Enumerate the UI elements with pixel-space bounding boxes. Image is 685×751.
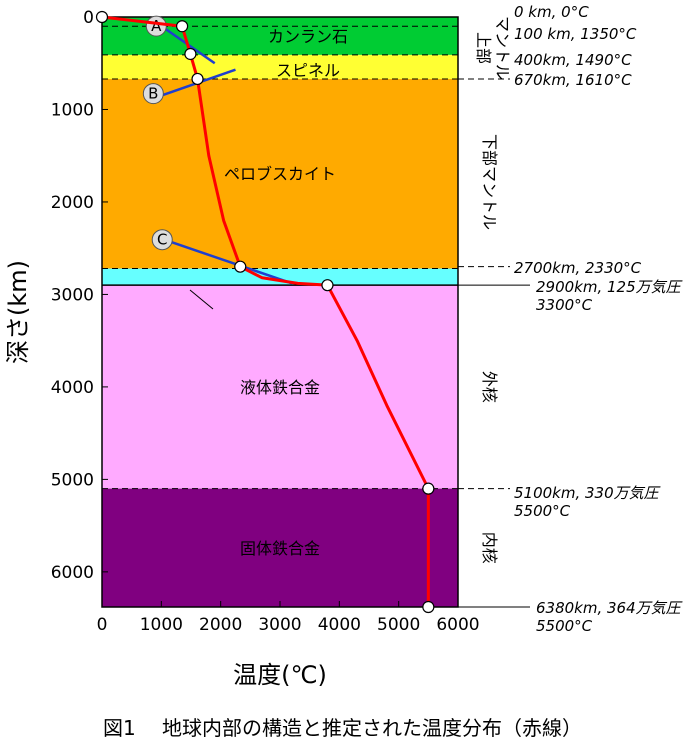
data-point (95, 10, 109, 24)
series: A B C (95, 10, 435, 614)
layer-band (102, 285, 458, 489)
phase-label-circle (145, 15, 167, 37)
layer-label: スピネル (276, 61, 340, 80)
layer-band (102, 268, 458, 286)
layer-band (102, 488, 458, 607)
data-point (321, 279, 334, 292)
y-axis-title: 深さ(km) (4, 260, 32, 364)
y-tick-label: 5000 (51, 470, 94, 490)
boundary-annotation: 5100km, 330万気圧 (514, 484, 661, 502)
y-tick-label: 2000 (51, 193, 94, 213)
x-tick-label: 4000 (318, 615, 361, 635)
data-point (191, 72, 204, 86)
boundary-annotation: 400km, 1490°C (514, 51, 632, 69)
layer-band (102, 54, 458, 79)
phase-label-circle (151, 229, 173, 251)
layer-label: 固体鉄合金 (240, 539, 320, 558)
boundary-annotations: 0 km, 0°C 100 km, 1350°C 400km, 1490°C 670k… (514, 3, 683, 635)
boundary-annotation: 5500°C (514, 502, 571, 520)
data-point (176, 20, 189, 33)
region-label: 下部マントル (480, 134, 499, 230)
layer-label: 液体鉄合金 (240, 378, 320, 397)
region-label: 内核 (480, 532, 499, 564)
phase-label: A (151, 17, 162, 35)
data-point (422, 482, 435, 495)
region-label: マントル (493, 16, 512, 80)
phase-boundary-line (163, 27, 216, 65)
figure-caption: 図1 地球内部の構造と推定された温度分布（赤線） (102, 716, 583, 740)
x-tick-label: 2000 (199, 615, 242, 635)
y-tick-label: 0 (83, 8, 94, 28)
boundary-dashes (102, 25, 458, 490)
leader-line (189, 289, 214, 310)
x-tick-label: 0 (97, 615, 108, 635)
layer-label: カンラン石 (268, 27, 348, 46)
annotation-leaders (189, 78, 530, 608)
boundary-annotation: 5500°C (536, 617, 593, 635)
data-point (184, 47, 197, 61)
data-point (422, 600, 435, 614)
phase-label-circle (142, 83, 164, 105)
x-axis-title: 温度(℃) (233, 661, 327, 689)
y-tick-label: 6000 (51, 563, 94, 583)
phase-boundary-line (169, 240, 293, 285)
boundary-annotation: 0 km, 0°C (514, 3, 589, 21)
phase-label: C (157, 231, 167, 249)
x-tick-label: 6000 (436, 615, 479, 635)
boundary-annotation: 100 km, 1350°C (514, 25, 637, 43)
boundary-annotation: 2900km, 125万気圧 (536, 278, 683, 296)
x-tick-label: 5000 (377, 615, 420, 635)
axis-ticks: 0 1000 2000 3000 4000 5000 6000 0 1000 2000 3000 40… (51, 8, 480, 635)
layer-bands (102, 17, 458, 607)
x-tick-label: 1000 (140, 615, 183, 635)
boundary-annotation: 2700km, 2330°C (514, 259, 642, 277)
region-label: 外核 (480, 371, 499, 403)
boundary-annotation: 670km, 1610°C (514, 71, 632, 89)
region-label: 上部 (474, 32, 493, 64)
layer-label: ペロブスカイト (224, 165, 336, 184)
x-tick-label: 3000 (258, 615, 301, 635)
boundary-annotation: 6380km, 364万気圧 (536, 599, 683, 617)
data-point (234, 260, 247, 273)
boundary-annotation: 3300°C (536, 296, 593, 314)
phase-label: B (148, 85, 158, 103)
y-tick-label: 1000 (51, 100, 94, 120)
y-tick-label: 3000 (51, 285, 94, 305)
y-tick-label: 4000 (51, 378, 94, 398)
